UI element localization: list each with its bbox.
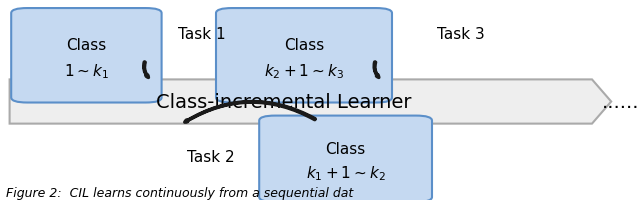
Text: Figure 2:  CIL learns continuously from a sequential dat: Figure 2: CIL learns continuously from a…: [6, 186, 354, 199]
Text: Class-incremental Learner: Class-incremental Learner: [156, 93, 411, 111]
Text: Task 2: Task 2: [188, 150, 235, 164]
Text: Class: Class: [284, 38, 324, 53]
Text: $k_2+1 \sim k_3$: $k_2+1 \sim k_3$: [264, 62, 344, 80]
Text: $1 \sim k_1$: $1 \sim k_1$: [64, 62, 109, 80]
FancyBboxPatch shape: [259, 116, 432, 200]
Text: Task 3: Task 3: [437, 27, 484, 41]
Text: ......: ......: [602, 93, 639, 111]
Text: Class: Class: [326, 142, 365, 157]
FancyBboxPatch shape: [12, 9, 161, 103]
Text: Class: Class: [67, 38, 106, 53]
FancyBboxPatch shape: [216, 9, 392, 103]
Text: Task 1: Task 1: [178, 27, 225, 41]
Polygon shape: [10, 80, 611, 124]
Text: $k_1+1 \sim k_2$: $k_1+1 \sim k_2$: [306, 163, 385, 182]
